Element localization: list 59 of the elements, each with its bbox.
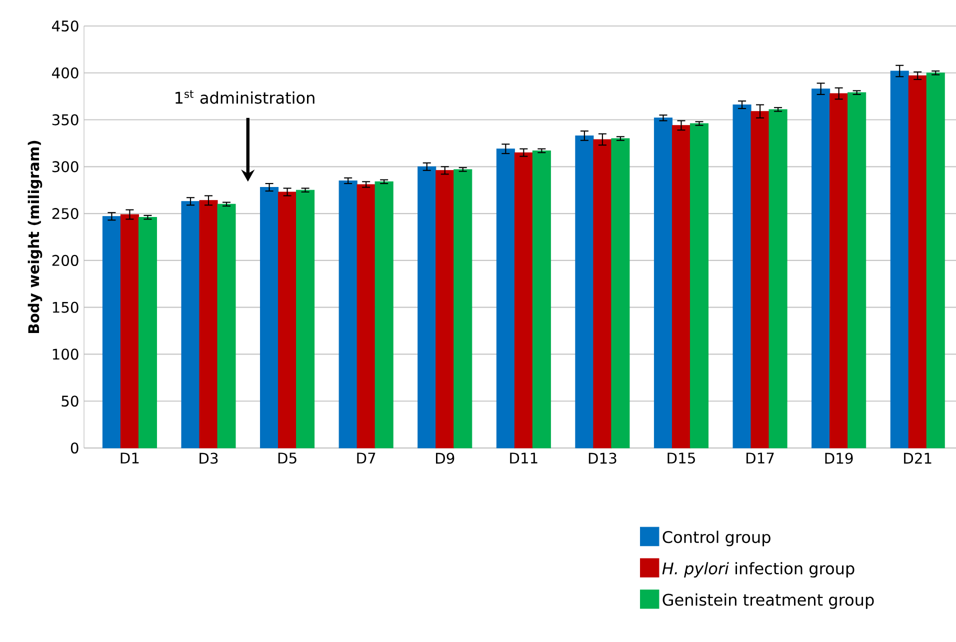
legend-label: H. pylori infection group [662, 562, 854, 578]
bar [593, 139, 612, 448]
bar [278, 192, 297, 448]
bar [890, 70, 909, 448]
bar [102, 216, 121, 448]
y-tick-label: 300 [52, 161, 78, 172]
bar [120, 214, 139, 448]
bar [768, 109, 788, 448]
y-tick-label: 0 [70, 442, 78, 454]
bar [575, 135, 594, 448]
bar [514, 152, 533, 448]
bar [181, 201, 200, 448]
bar [848, 92, 866, 448]
legend-label: Genistein treatment group [662, 593, 874, 609]
x-tick-label: D3 [200, 452, 218, 464]
y-tick-label: 200 [52, 254, 78, 266]
bar [732, 104, 752, 448]
bar [356, 184, 376, 448]
bar [611, 138, 630, 448]
bar [338, 180, 358, 448]
bar [672, 125, 691, 448]
y-tick-label: 400 [52, 67, 78, 78]
bar [436, 170, 454, 448]
bar [138, 217, 157, 448]
y-tick-label: 350 [52, 114, 78, 126]
y-tick-label: 50 [62, 396, 78, 407]
bar [926, 72, 945, 448]
bar [812, 88, 830, 448]
x-tick-label: D7 [357, 452, 376, 464]
bar [199, 200, 218, 448]
bar [750, 111, 770, 448]
y-tick-label: 100 [52, 348, 78, 360]
bar [690, 123, 709, 448]
bar [532, 150, 551, 448]
x-tick-label: D19 [825, 452, 853, 464]
x-tick-label: D21 [904, 452, 932, 464]
y-tick-label: 450 [52, 20, 78, 32]
annotation: 1$^{st}$ administration [176, 90, 314, 104]
bar [418, 166, 436, 448]
bar [454, 169, 472, 448]
x-tick-label: D13 [588, 452, 616, 464]
x-tick-label: D5 [278, 452, 296, 464]
bar [374, 181, 394, 448]
bar [654, 118, 673, 448]
bar [830, 93, 848, 448]
y-tick-label: 150 [52, 302, 78, 313]
bar [260, 187, 279, 448]
x-tick-label: D15 [668, 452, 695, 464]
y-tick-label: 250 [52, 208, 78, 220]
bar [908, 75, 927, 448]
x-tick-label: D1 [120, 452, 139, 464]
bar [217, 204, 236, 448]
bar [296, 190, 315, 448]
x-tick-label: D11 [510, 452, 538, 464]
legend-label: Control group [662, 530, 770, 546]
y-axis-title: Body weight (miligram) [28, 140, 42, 333]
bar [496, 148, 515, 448]
x-tick-label: D9 [436, 452, 454, 464]
x-tick-label: D17 [746, 452, 774, 464]
